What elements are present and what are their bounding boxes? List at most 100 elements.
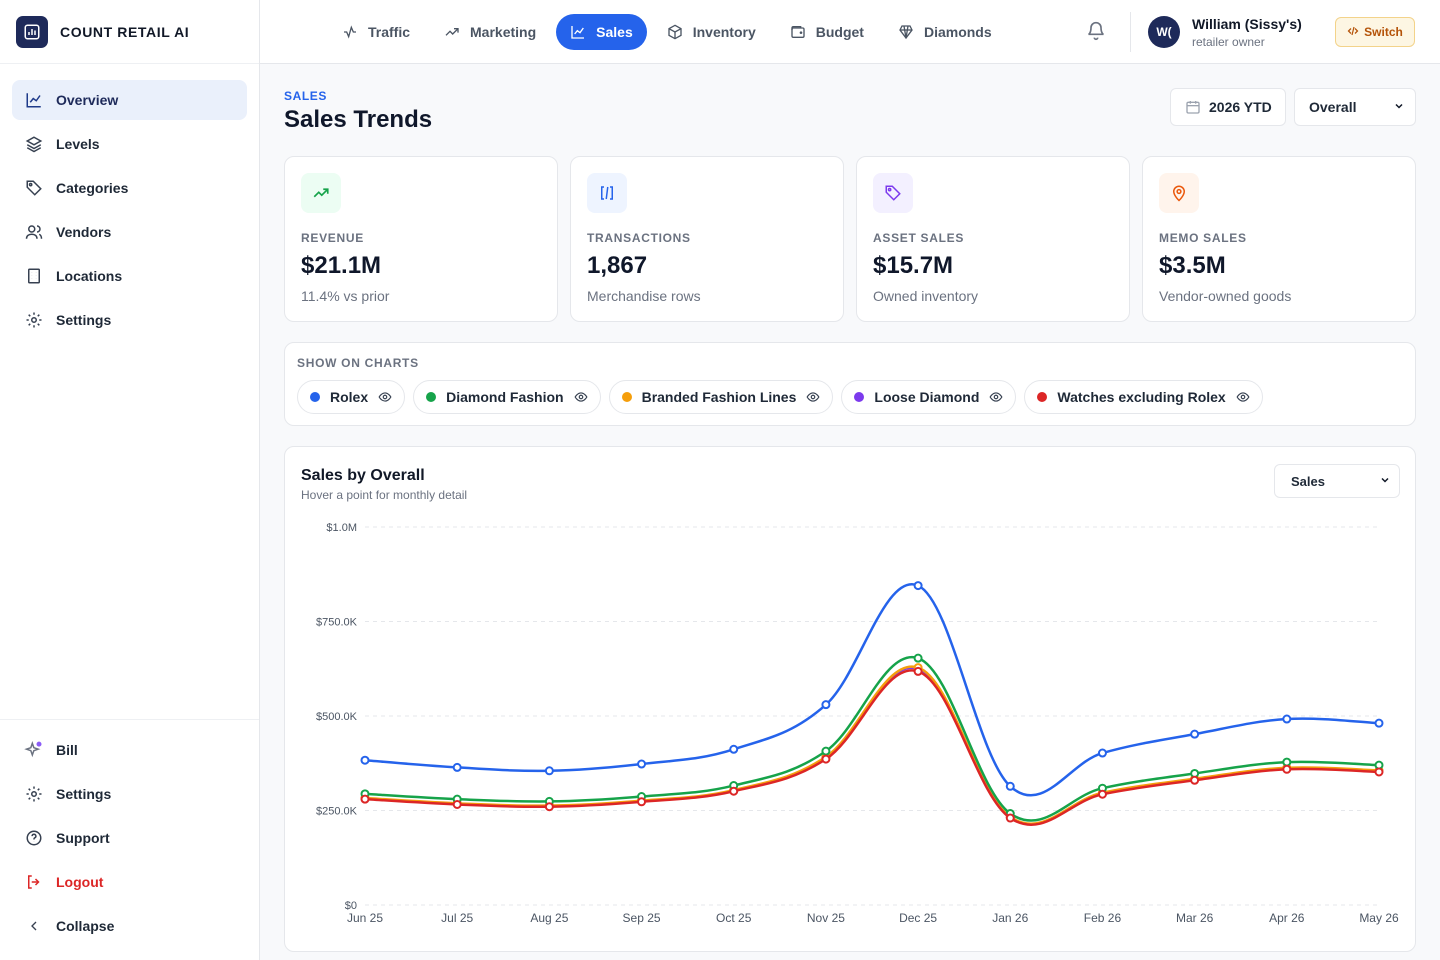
eye-icon[interactable] xyxy=(806,390,820,404)
sales-line-chart: $0 $250.0K $500.0K $750.0K $1.0M Jun 25 Jul 25… xyxy=(316,522,1399,925)
sidebar-item-overview[interactable]: Overview xyxy=(12,80,247,120)
sidebar-item-categories[interactable]: Categories xyxy=(12,168,247,208)
columns-icon xyxy=(587,173,627,213)
chart-line-icon xyxy=(570,23,588,41)
series-color-dot xyxy=(310,392,320,402)
data-point-rolex xyxy=(1097,748,1107,758)
bell-icon[interactable] xyxy=(1086,21,1108,43)
help-circle-icon xyxy=(24,828,44,848)
tag-icon xyxy=(873,173,913,213)
data-point-rolex xyxy=(637,759,647,769)
sparkles-icon xyxy=(24,740,44,760)
data-point-watches-excluding-rolex xyxy=(821,754,831,764)
sidebar-nav: Overview Levels Categories Vendors Locat… xyxy=(0,64,259,340)
data-point-watches-excluding-rolex xyxy=(1374,767,1384,777)
x-tick-label: Nov 25 xyxy=(807,911,845,925)
data-point-diamond-fashion xyxy=(1282,757,1292,767)
wallet-icon xyxy=(790,23,808,41)
sidebar-item-logout[interactable]: Logout xyxy=(12,862,247,902)
tab-sales[interactable]: Sales xyxy=(556,14,647,50)
x-tick-label: Jul 25 xyxy=(441,911,473,925)
chart-title: Sales by Overall xyxy=(301,467,425,484)
sidebar-item-settings[interactable]: Settings xyxy=(12,300,247,340)
chip-diamond-fashion[interactable]: Diamond Fashion xyxy=(413,380,601,414)
data-point-rolex xyxy=(821,700,831,710)
tab-inventory[interactable]: Inventory xyxy=(653,14,770,50)
scope-value: Overall xyxy=(1309,99,1357,115)
chip-branded-fashion-lines[interactable]: Branded Fashion Lines xyxy=(608,380,834,414)
sales-chart-card: $0 $250.0K $500.0K $750.0K $1.0M Jun 25 Jul 25… xyxy=(284,446,1416,952)
sidebar-item-label: Collapse xyxy=(56,918,115,934)
trending-up-icon xyxy=(444,23,462,41)
data-point-rolex xyxy=(544,766,554,776)
activity-icon xyxy=(342,23,360,41)
eye-icon[interactable] xyxy=(574,390,588,404)
x-tick-label: Aug 25 xyxy=(530,911,568,925)
kpi-card-memo-sales: MEMO SALES $3.5M Vendor-owned goods xyxy=(1142,156,1416,322)
sidebar-item-label: Overview xyxy=(56,92,119,108)
sidebar-item-collapse[interactable]: Collapse xyxy=(12,906,247,946)
sidebar-item-bill[interactable]: Bill xyxy=(12,730,247,770)
data-point-rolex xyxy=(360,755,370,765)
switch-button[interactable]: Switch xyxy=(1335,17,1415,47)
chip-loose-diamond[interactable]: Loose Diamond xyxy=(841,380,1017,414)
tab-marketing[interactable]: Marketing xyxy=(430,14,550,50)
y-tick-label: $1.0M xyxy=(326,522,357,534)
tag-icon xyxy=(24,178,44,198)
eye-icon[interactable] xyxy=(1236,390,1250,404)
scope-select[interactable]: Overall xyxy=(1294,88,1416,126)
chip-rolex[interactable]: Rolex xyxy=(297,380,406,414)
gear-icon xyxy=(24,310,44,330)
sidebar-item-levels[interactable]: Levels xyxy=(12,124,247,164)
data-point-diamond-fashion xyxy=(913,653,923,663)
sidebar-item-vendors[interactable]: Vendors xyxy=(12,212,247,252)
data-point-watches-excluding-rolex xyxy=(452,799,462,809)
section-kicker: SALES xyxy=(284,89,328,103)
x-tick-label: May 26 xyxy=(1359,911,1399,925)
diamond-icon xyxy=(898,23,916,41)
switch-label: Switch xyxy=(1364,25,1403,39)
sidebar-item-support[interactable]: Support xyxy=(12,818,247,858)
metric-select[interactable]: Sales xyxy=(1274,464,1400,498)
series-color-dot xyxy=(854,392,865,402)
map-pin-icon xyxy=(1159,173,1199,213)
data-point-watches-excluding-rolex xyxy=(637,797,647,807)
kpi-subtext: Owned inventory xyxy=(873,288,979,304)
avatar[interactable]: W( xyxy=(1148,16,1180,48)
sidebar-item-label: Support xyxy=(56,830,110,846)
sidebar-footer: Bill Settings Support Logout Collapse xyxy=(0,719,259,960)
series-line-diamond-fashion xyxy=(364,655,1380,822)
data-point-watches-excluding-rolex xyxy=(1005,813,1015,823)
tab-traffic[interactable]: Traffic xyxy=(328,14,424,50)
tab-diamonds[interactable]: Diamonds xyxy=(884,14,1006,50)
period-button[interactable]: 2026 YTD xyxy=(1170,88,1286,126)
brand[interactable]: COUNT RETAIL AI xyxy=(0,0,259,64)
series-line-rolex xyxy=(364,582,1380,797)
x-tick-label: Oct 25 xyxy=(716,911,752,925)
series-filter-card: SHOW ON CHARTS Rolex Diamond Fashion Bra… xyxy=(284,342,1416,426)
data-point-watches-excluding-rolex xyxy=(729,786,739,796)
chip-label: Diamond Fashion xyxy=(446,389,564,405)
y-tick-label: $750.0K xyxy=(316,617,358,629)
kpi-value: $21.1M xyxy=(301,252,382,279)
chevron-down-icon xyxy=(1379,474,1391,489)
sidebar-item-label: Locations xyxy=(56,268,123,284)
x-tick-label: Jan 26 xyxy=(992,911,1028,925)
users-icon xyxy=(24,222,44,242)
eye-icon[interactable] xyxy=(989,390,1003,404)
y-tick-label: $250.0K xyxy=(316,806,358,818)
chip-watches-excluding-rolex[interactable]: Watches excluding Rolex xyxy=(1024,380,1263,414)
x-tick-label: Mar 26 xyxy=(1176,911,1214,925)
tab-label: Sales xyxy=(596,24,633,40)
y-tick-label: $500.0K xyxy=(316,711,358,723)
chip-label: Rolex xyxy=(330,389,369,405)
sidebar-item-locations[interactable]: Locations xyxy=(12,256,247,296)
divider xyxy=(1130,12,1131,52)
x-tick-label: Dec 25 xyxy=(899,911,937,925)
trending-up-icon xyxy=(301,173,341,213)
tab-label: Budget xyxy=(815,24,864,40)
tab-budget[interactable]: Budget xyxy=(776,14,878,50)
data-point-rolex xyxy=(1374,718,1384,728)
sidebar-item-settings-bottom[interactable]: Settings xyxy=(12,774,247,814)
eye-icon[interactable] xyxy=(378,390,392,404)
